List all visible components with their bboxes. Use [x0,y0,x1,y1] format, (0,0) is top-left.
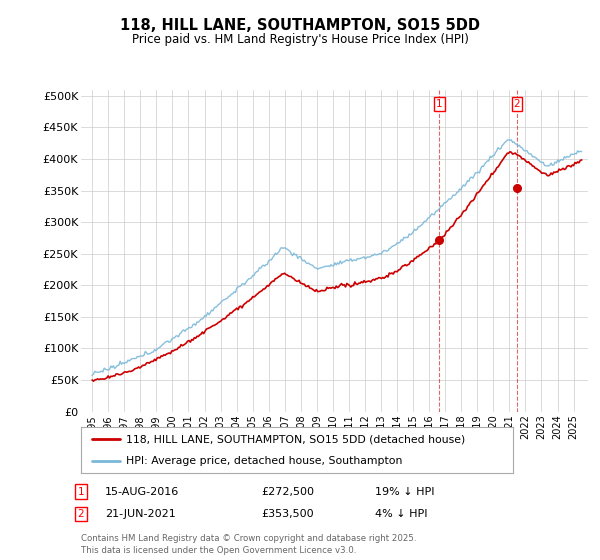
Text: HPI: Average price, detached house, Southampton: HPI: Average price, detached house, Sout… [127,456,403,466]
Text: 1: 1 [77,487,85,497]
Text: 118, HILL LANE, SOUTHAMPTON, SO15 5DD (detached house): 118, HILL LANE, SOUTHAMPTON, SO15 5DD (d… [127,434,466,444]
Text: £353,500: £353,500 [261,509,314,519]
Text: 15-AUG-2016: 15-AUG-2016 [105,487,179,497]
Text: Contains HM Land Registry data © Crown copyright and database right 2025.
This d: Contains HM Land Registry data © Crown c… [81,534,416,555]
Text: 1: 1 [436,99,442,109]
Text: Price paid vs. HM Land Registry's House Price Index (HPI): Price paid vs. HM Land Registry's House … [131,32,469,46]
Text: 2: 2 [77,509,85,519]
Text: 21-JUN-2021: 21-JUN-2021 [105,509,176,519]
Text: 118, HILL LANE, SOUTHAMPTON, SO15 5DD: 118, HILL LANE, SOUTHAMPTON, SO15 5DD [120,18,480,32]
Text: 19% ↓ HPI: 19% ↓ HPI [375,487,434,497]
Text: 4% ↓ HPI: 4% ↓ HPI [375,509,427,519]
Text: 2: 2 [514,99,520,109]
Text: £272,500: £272,500 [261,487,314,497]
